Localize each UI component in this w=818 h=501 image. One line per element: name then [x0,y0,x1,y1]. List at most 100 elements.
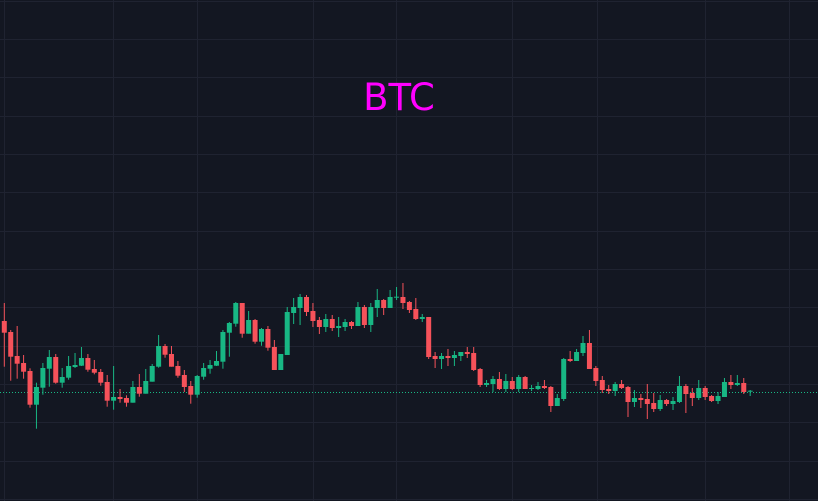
candle-up [561,358,567,401]
candle-body [233,303,239,324]
candle-body [361,307,367,325]
candle-body [213,361,219,366]
candle-down [104,375,110,407]
candle-up [374,289,380,317]
candle-up [657,395,663,411]
candle-body [27,371,33,405]
candle-body [188,386,194,395]
candle-body [143,381,149,394]
candle-body [709,396,715,401]
candle-body [297,297,303,308]
candle-body [98,372,104,383]
candle-up [355,302,361,326]
candle-up [734,375,740,386]
candle-down [14,326,20,379]
candle-body [220,332,226,362]
candle-up [631,390,637,407]
candle-body [631,398,637,402]
candle-body [574,352,580,361]
candle-body [194,376,200,395]
candle-body [522,377,528,389]
candle-up [612,382,618,396]
candle-down [98,369,104,386]
candle-body [644,399,650,404]
candle-up [516,375,522,392]
candle-body [715,396,721,401]
candle-body [239,303,245,334]
candle-body [554,398,560,406]
candle-up [394,287,400,300]
candle-down [53,354,59,384]
candle-up [226,322,232,357]
candle-down [625,386,631,417]
candle-down [316,317,322,334]
candle-down [168,346,174,367]
candle-body [66,366,72,378]
candle-body [91,369,97,373]
candle-body [593,368,599,381]
candle-up [490,376,496,392]
candle-down [638,394,644,408]
candle-body [291,307,297,313]
candle-body [381,300,387,308]
candle-down [548,386,554,412]
candle-up [78,347,84,366]
candle-down [175,361,181,378]
candle-body [535,386,541,389]
candle-body [651,403,657,409]
candle-body [226,323,232,333]
candle-body [246,320,252,334]
candle-body [503,381,509,389]
candle-body [702,388,708,397]
candle-body [207,365,213,369]
candle-body [201,368,207,377]
candle-body [606,389,612,391]
candle-down [471,347,477,371]
candle-body [387,297,393,308]
candle-up [143,369,149,394]
candle-body [149,366,155,382]
candle-down [709,395,715,402]
candle-body [368,307,374,325]
candle-body [53,357,59,383]
candle-up [194,375,200,398]
candle-down [91,360,97,375]
candle-body [439,356,445,359]
candle-body [181,375,187,387]
candle-body [516,377,522,389]
candle-body [136,387,142,394]
candle-body [336,326,342,328]
candle-body [426,317,432,357]
candle-body [14,356,20,364]
candle-body [33,387,39,405]
candle-up [46,350,52,387]
candle-body [612,384,618,391]
candle-body [477,369,483,385]
candle-body [123,398,129,403]
candle-down [21,355,27,379]
candle-up [40,363,46,395]
candle-body [271,347,277,370]
candle-body [342,322,348,327]
candle-body [580,343,586,353]
candle-body [85,358,91,370]
candle-up [130,381,136,403]
candle-body [464,352,470,354]
candle-down [464,347,470,358]
candle-down [509,377,515,390]
candle-body [59,377,65,383]
candle-down [310,303,316,327]
candle-up [676,376,682,403]
candle-body [741,383,747,392]
candle-body [529,388,535,389]
candle-down [1,303,7,367]
candle-down [683,384,689,413]
candle-body [168,354,174,367]
candle-down [381,299,387,315]
candle-down [522,376,528,389]
candle-up [72,353,78,368]
candle-down [85,354,91,372]
candle-down [432,352,438,368]
